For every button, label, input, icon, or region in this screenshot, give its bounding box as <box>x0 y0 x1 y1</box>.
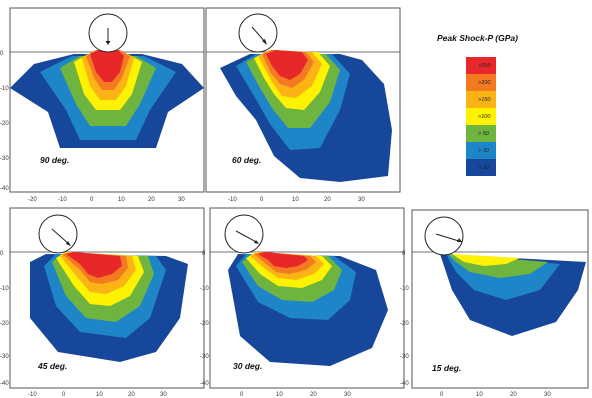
x-tick-label: 0 <box>260 197 264 203</box>
panel-label: 90 deg. <box>40 155 69 165</box>
impact-angle-dial <box>225 215 263 253</box>
y-tick-labels: 0 -10 -20 -30 -40 <box>0 251 9 387</box>
y-tick-label: -20 <box>400 321 409 327</box>
legend-label: > 50 <box>478 131 490 137</box>
y-tick-label: -40 <box>200 381 209 387</box>
panel-label: 30 deg. <box>233 361 262 371</box>
legend-label: >200 <box>478 80 491 86</box>
y-tick-label: -30 <box>0 156 9 162</box>
x-tick-labels: -20 -10 0 10 20 30 <box>28 197 185 203</box>
y-tick-label: -10 <box>0 286 9 292</box>
x-tick-label: 0 <box>62 392 66 398</box>
x-tick-label: 20 <box>310 392 317 398</box>
x-tick-label: 10 <box>292 197 299 203</box>
y-tick-label: -40 <box>400 381 409 387</box>
x-tick-labels: -10 0 10 20 30 <box>228 197 365 203</box>
legend-label: >100 <box>478 114 491 120</box>
panel-label: 60 deg. <box>232 155 261 165</box>
x-tick-label: 10 <box>476 392 483 398</box>
x-tick-label: 30 <box>544 392 551 398</box>
y-tick-label: -30 <box>400 354 409 360</box>
x-tick-label: -10 <box>28 392 37 398</box>
y-tick-label: 0 <box>202 251 206 257</box>
panel-60-deg: 60 deg. -10 0 10 20 30 <box>206 8 400 203</box>
x-tick-labels: 0 10 20 30 <box>240 392 351 398</box>
legend-label: > 10 <box>478 165 490 171</box>
y-tick-label: -10 <box>400 286 409 292</box>
y-tick-label: -10 <box>0 86 9 92</box>
y-tick-label: -40 <box>0 381 9 387</box>
x-tick-label: 10 <box>96 392 103 398</box>
x-tick-labels: 0 10 20 30 <box>440 392 551 398</box>
x-tick-label: 30 <box>178 197 185 203</box>
x-tick-label: 20 <box>128 392 135 398</box>
y-tick-label: 0 <box>402 251 406 257</box>
impact-angle-dial <box>239 14 277 52</box>
x-tick-label: 10 <box>276 392 283 398</box>
x-tick-label: 0 <box>90 197 94 203</box>
x-tick-label: -10 <box>228 197 237 203</box>
panel-30-deg: 30 deg. 0 -10 -20 -30 -40 0 10 20 30 <box>200 208 404 398</box>
x-tick-label: 20 <box>148 197 155 203</box>
y-tick-labels: 0 -10 -20 -30 -40 <box>0 51 9 192</box>
y-tick-label: 0 <box>0 51 4 57</box>
x-tick-label: 30 <box>358 197 365 203</box>
x-tick-label: 20 <box>510 392 517 398</box>
x-tick-label: 20 <box>324 197 331 203</box>
legend-title: Peak Shock-P (GPa) <box>437 33 518 43</box>
x-tick-label: 10 <box>118 197 125 203</box>
y-tick-label: -30 <box>0 354 9 360</box>
y-tick-label: -20 <box>0 121 9 127</box>
x-tick-label: -20 <box>28 197 37 203</box>
panel-15-deg: 15 deg. 0 -10 -20 -30 -40 0 10 20 30 <box>400 210 588 398</box>
x-tick-label: 0 <box>440 392 444 398</box>
x-tick-label: 30 <box>344 392 351 398</box>
x-tick-label: 0 <box>240 392 244 398</box>
pressure-legend: Peak Shock-P (GPa) >250 >200 >150 >100 >… <box>437 33 518 176</box>
y-tick-label: -40 <box>0 186 9 192</box>
y-tick-label: 0 <box>0 251 4 257</box>
legend-label: >250 <box>478 63 491 69</box>
legend-label: >150 <box>478 97 491 103</box>
x-tick-label: -10 <box>58 197 67 203</box>
y-tick-label: -30 <box>200 354 209 360</box>
y-tick-label: -20 <box>200 321 209 327</box>
panel-label: 45 deg. <box>37 361 67 371</box>
panel-45-deg: 45 deg. 0 -10 -20 -30 -40 -10 0 10 20 30 <box>0 208 204 398</box>
panel-label: 15 deg. <box>432 363 461 373</box>
legend-label: > 30 <box>478 148 490 154</box>
panel-90-deg: 90 deg. 0 -10 -20 -30 -40 -20 -10 0 10 2… <box>0 8 204 203</box>
y-tick-label: -20 <box>0 321 9 327</box>
x-tick-labels: -10 0 10 20 30 <box>28 392 167 398</box>
y-tick-label: -10 <box>200 286 209 292</box>
x-tick-label: 30 <box>160 392 167 398</box>
